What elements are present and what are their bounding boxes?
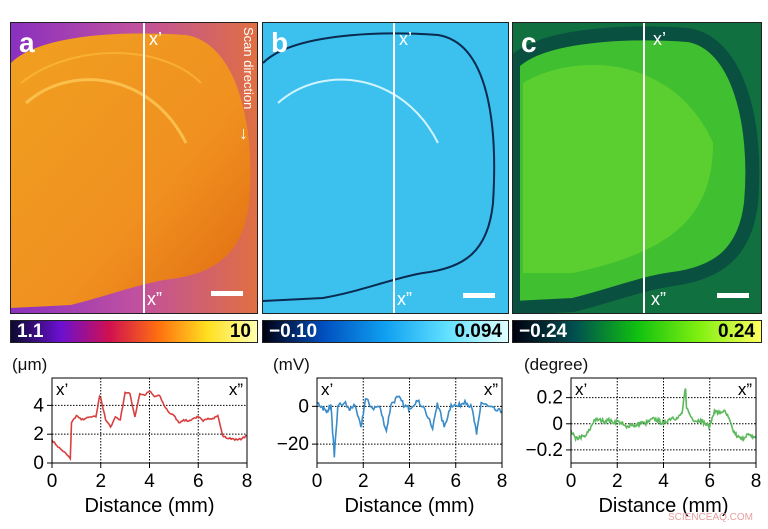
x-tick-label: 6	[450, 471, 461, 492]
x-tick-label: 0	[566, 471, 577, 492]
data-series-line	[570, 388, 757, 443]
y-tick-label: 0.2	[537, 388, 563, 409]
x-axis-label: Distance (mm)	[84, 495, 214, 517]
x-axis-label: Distance (mm)	[598, 495, 728, 517]
data-series-line	[316, 395, 503, 458]
colorbar-min: 1.1	[17, 321, 44, 342]
x-tick-label: 6	[704, 471, 715, 492]
x-double-prime-label: x”	[397, 289, 412, 309]
watermark: SCIENCEAQ.COM	[668, 512, 754, 523]
x-tick-label: 8	[751, 471, 762, 492]
x-double-prime-label: x”	[651, 289, 666, 309]
x-tick-label: 4	[404, 471, 415, 492]
corner-label-x-double-prime: x”	[484, 380, 499, 399]
arrow-down-icon: ↓	[239, 123, 248, 143]
x-tick-label: 4	[658, 471, 669, 492]
x-tick-label: 2	[612, 471, 623, 492]
x-prime-label: x’	[399, 29, 412, 49]
phase-map-image	[513, 23, 761, 313]
x-tick-label: 8	[242, 471, 253, 492]
panel-c-phase-map: c x’ x”	[512, 22, 762, 314]
y-unit-label: (mV)	[273, 355, 310, 374]
x-tick-label: 6	[193, 471, 204, 492]
x-tick-label: 2	[95, 471, 106, 492]
x-double-prime-label: x”	[147, 289, 162, 309]
y-tick-label: 0	[298, 396, 309, 417]
colorbar-max: 0.094	[454, 321, 502, 342]
y-tick-label: 0	[552, 414, 563, 435]
x-prime-label: x’	[653, 29, 666, 49]
panel-a-height-map: a x’ x” Scan direction ↓	[10, 22, 258, 314]
plot-frame	[51, 377, 248, 464]
y-tick-label: 0	[33, 453, 44, 474]
colorbar-max: 0.24	[718, 321, 755, 342]
x-tick-label: 2	[358, 471, 369, 492]
data-series-line	[51, 389, 248, 462]
y-tick-label: 2	[33, 424, 44, 445]
plot-frame	[570, 377, 757, 464]
colorbar-height: 1.1 10	[10, 320, 258, 343]
x-tick-label: 0	[47, 471, 58, 492]
colorbar-phase: −0.24 0.24	[512, 320, 762, 343]
x-tick-label: 0	[312, 471, 323, 492]
panel-label: b	[271, 27, 289, 58]
corner-label-x-prime: x’	[56, 380, 68, 399]
x-tick-label: 4	[144, 471, 155, 492]
panel-label: a	[19, 27, 35, 58]
corner-label-x-prime: x’	[321, 380, 333, 399]
x-tick-label: 8	[497, 471, 508, 492]
height-map-image	[11, 23, 257, 313]
y-tick-label: −0.2	[525, 440, 563, 461]
x-axis-label: Distance (mm)	[344, 495, 474, 517]
colorbar-min: −0.10	[269, 321, 318, 342]
panel-label: c	[521, 27, 537, 58]
panel-b-potential-map: b x’ x”	[262, 22, 509, 314]
y-unit-label: (μm)	[12, 355, 48, 374]
plot-frame	[316, 377, 503, 464]
y-tick-label: 4	[33, 395, 44, 416]
corner-label-x-prime: x’	[575, 380, 587, 399]
scan-direction-label: Scan direction	[241, 27, 256, 110]
colorbar-min: −0.24	[519, 321, 568, 342]
corner-label-x-double-prime: x”	[738, 380, 753, 399]
corner-label-x-double-prime: x”	[229, 380, 244, 399]
x-prime-label: x’	[149, 29, 162, 49]
potential-map-image	[263, 23, 508, 313]
y-tick-label: −20	[277, 434, 309, 455]
colorbar-max: 10	[229, 321, 251, 342]
colorbar-potential: −0.10 0.094	[262, 320, 509, 343]
y-unit-label: (degree)	[524, 355, 589, 374]
